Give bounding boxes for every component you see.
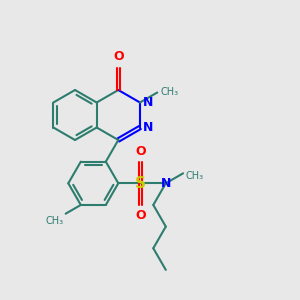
Text: CH₃: CH₃ <box>46 216 64 226</box>
Text: O: O <box>113 50 124 62</box>
Text: O: O <box>136 145 146 158</box>
Text: S: S <box>135 176 146 191</box>
Text: N: N <box>160 177 171 190</box>
Text: CH₃: CH₃ <box>160 88 178 98</box>
Text: CH₃: CH₃ <box>185 171 203 181</box>
Text: N: N <box>143 96 153 109</box>
Text: N: N <box>143 121 153 134</box>
Text: O: O <box>136 208 146 222</box>
